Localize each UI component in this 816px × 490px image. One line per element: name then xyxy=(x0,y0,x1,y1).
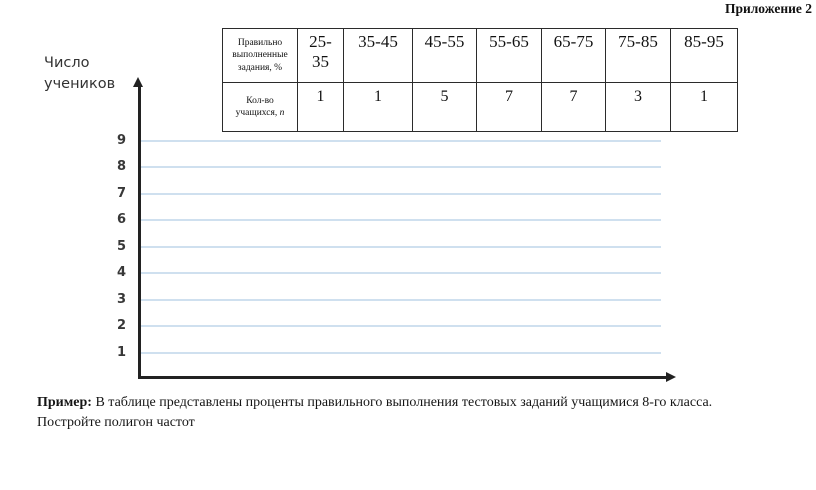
y-tick-label: 6 xyxy=(116,212,126,227)
gridline xyxy=(141,166,661,168)
y-tick-label: 9 xyxy=(116,133,126,148)
gridline xyxy=(141,352,661,354)
value-cell: 7 xyxy=(541,82,606,132)
category-cell: 35-45 xyxy=(343,28,413,83)
gridline xyxy=(141,246,661,248)
gridline xyxy=(141,272,661,274)
table-row-values: Кол-во учащихся, n 1 1 5 7 7 3 1 xyxy=(222,82,738,132)
y-tick-label: 7 xyxy=(116,186,126,201)
row-header-count: Кол-во учащихся, n xyxy=(222,82,298,132)
y-axis-title-line1: Число xyxy=(44,55,90,71)
value-cell: 5 xyxy=(412,82,477,132)
value-cell: 1 xyxy=(343,82,413,132)
y-tick-label: 8 xyxy=(116,159,126,174)
example-text-line2: Постройте полигон частот xyxy=(37,414,195,430)
frequency-table: Правильно выполненные задания, % 25-35 3… xyxy=(222,28,738,132)
gridline xyxy=(141,299,661,301)
value-cell: 1 xyxy=(670,82,738,132)
category-value: 25-35 xyxy=(309,32,332,71)
y-axis-line xyxy=(138,86,141,378)
table-row-categories: Правильно выполненные задания, % 25-35 3… xyxy=(222,28,738,83)
example-label: Пример: xyxy=(37,395,92,410)
y-tick-label: 3 xyxy=(116,292,126,307)
value-cell: 7 xyxy=(476,82,542,132)
category-cell: 55-65 xyxy=(476,28,542,83)
y-axis-arrow-icon xyxy=(133,77,143,87)
gridline xyxy=(141,140,661,142)
gridline xyxy=(141,193,661,195)
x-axis-line xyxy=(138,376,668,379)
y-tick-label: 2 xyxy=(116,318,126,333)
category-cell: 25-35 xyxy=(297,28,344,83)
appendix-label: Приложение 2 xyxy=(724,1,812,16)
y-tick-label: 4 xyxy=(116,265,126,280)
category-cell: 45-55 xyxy=(412,28,477,83)
y-axis-title: Число учеников xyxy=(44,53,115,95)
x-axis-arrow-icon xyxy=(666,372,676,382)
row-header-count-symbol: n xyxy=(279,108,285,118)
example-caption: Пример: В таблице представлены проценты … xyxy=(37,393,797,432)
y-axis-title-line2: учеников xyxy=(44,76,116,92)
gridline xyxy=(141,325,661,327)
value-cell: 3 xyxy=(605,82,671,132)
category-cell: 85-95 xyxy=(670,28,738,83)
value-cell: 1 xyxy=(297,82,344,132)
example-text-line1: В таблице представлены проценты правильн… xyxy=(91,395,713,410)
category-cell: 75-85 xyxy=(605,28,671,83)
y-tick-label: 5 xyxy=(116,239,126,254)
category-cell: 65-75 xyxy=(541,28,606,83)
y-tick-label: 1 xyxy=(116,345,126,360)
row-header-percent: Правильно выполненные задания, % xyxy=(222,28,298,83)
gridline xyxy=(141,219,661,221)
